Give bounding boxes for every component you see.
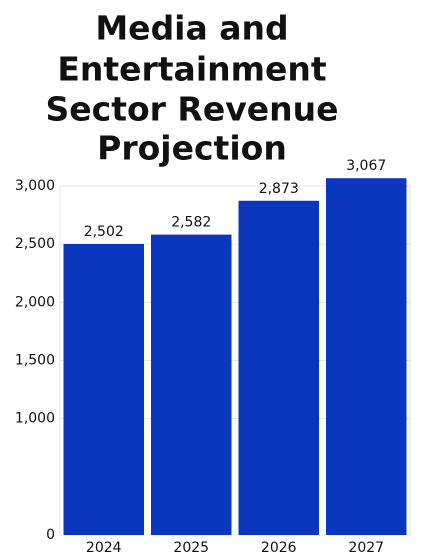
value-label: 2,873 [259, 181, 299, 197]
value-label: 2,502 [84, 224, 124, 240]
chart-title: Projection [97, 129, 287, 168]
chart-title: Media and [95, 9, 288, 48]
y-tick-label: 2,000 [15, 294, 55, 310]
bar [151, 234, 232, 536]
value-label: 3,067 [346, 158, 386, 174]
y-tick-label: 0 [46, 527, 55, 543]
y-tick-label: 2,500 [15, 236, 55, 252]
chart-title: Entertainment [57, 50, 327, 89]
chart-title: Sector Revenue [46, 90, 339, 129]
value-label: 2,582 [171, 215, 211, 231]
y-tick-label: 3,000 [15, 178, 55, 194]
x-tick-label: 2025 [173, 540, 209, 556]
bar [63, 243, 144, 535]
x-tick-label: 2027 [348, 540, 384, 556]
y-tick-label: 1,500 [15, 353, 55, 369]
x-tick-label: 2024 [86, 540, 122, 556]
y-tick-label: 1,000 [15, 411, 55, 427]
bar [238, 200, 319, 535]
x-tick-label: 2026 [261, 540, 297, 556]
bar [326, 178, 407, 535]
